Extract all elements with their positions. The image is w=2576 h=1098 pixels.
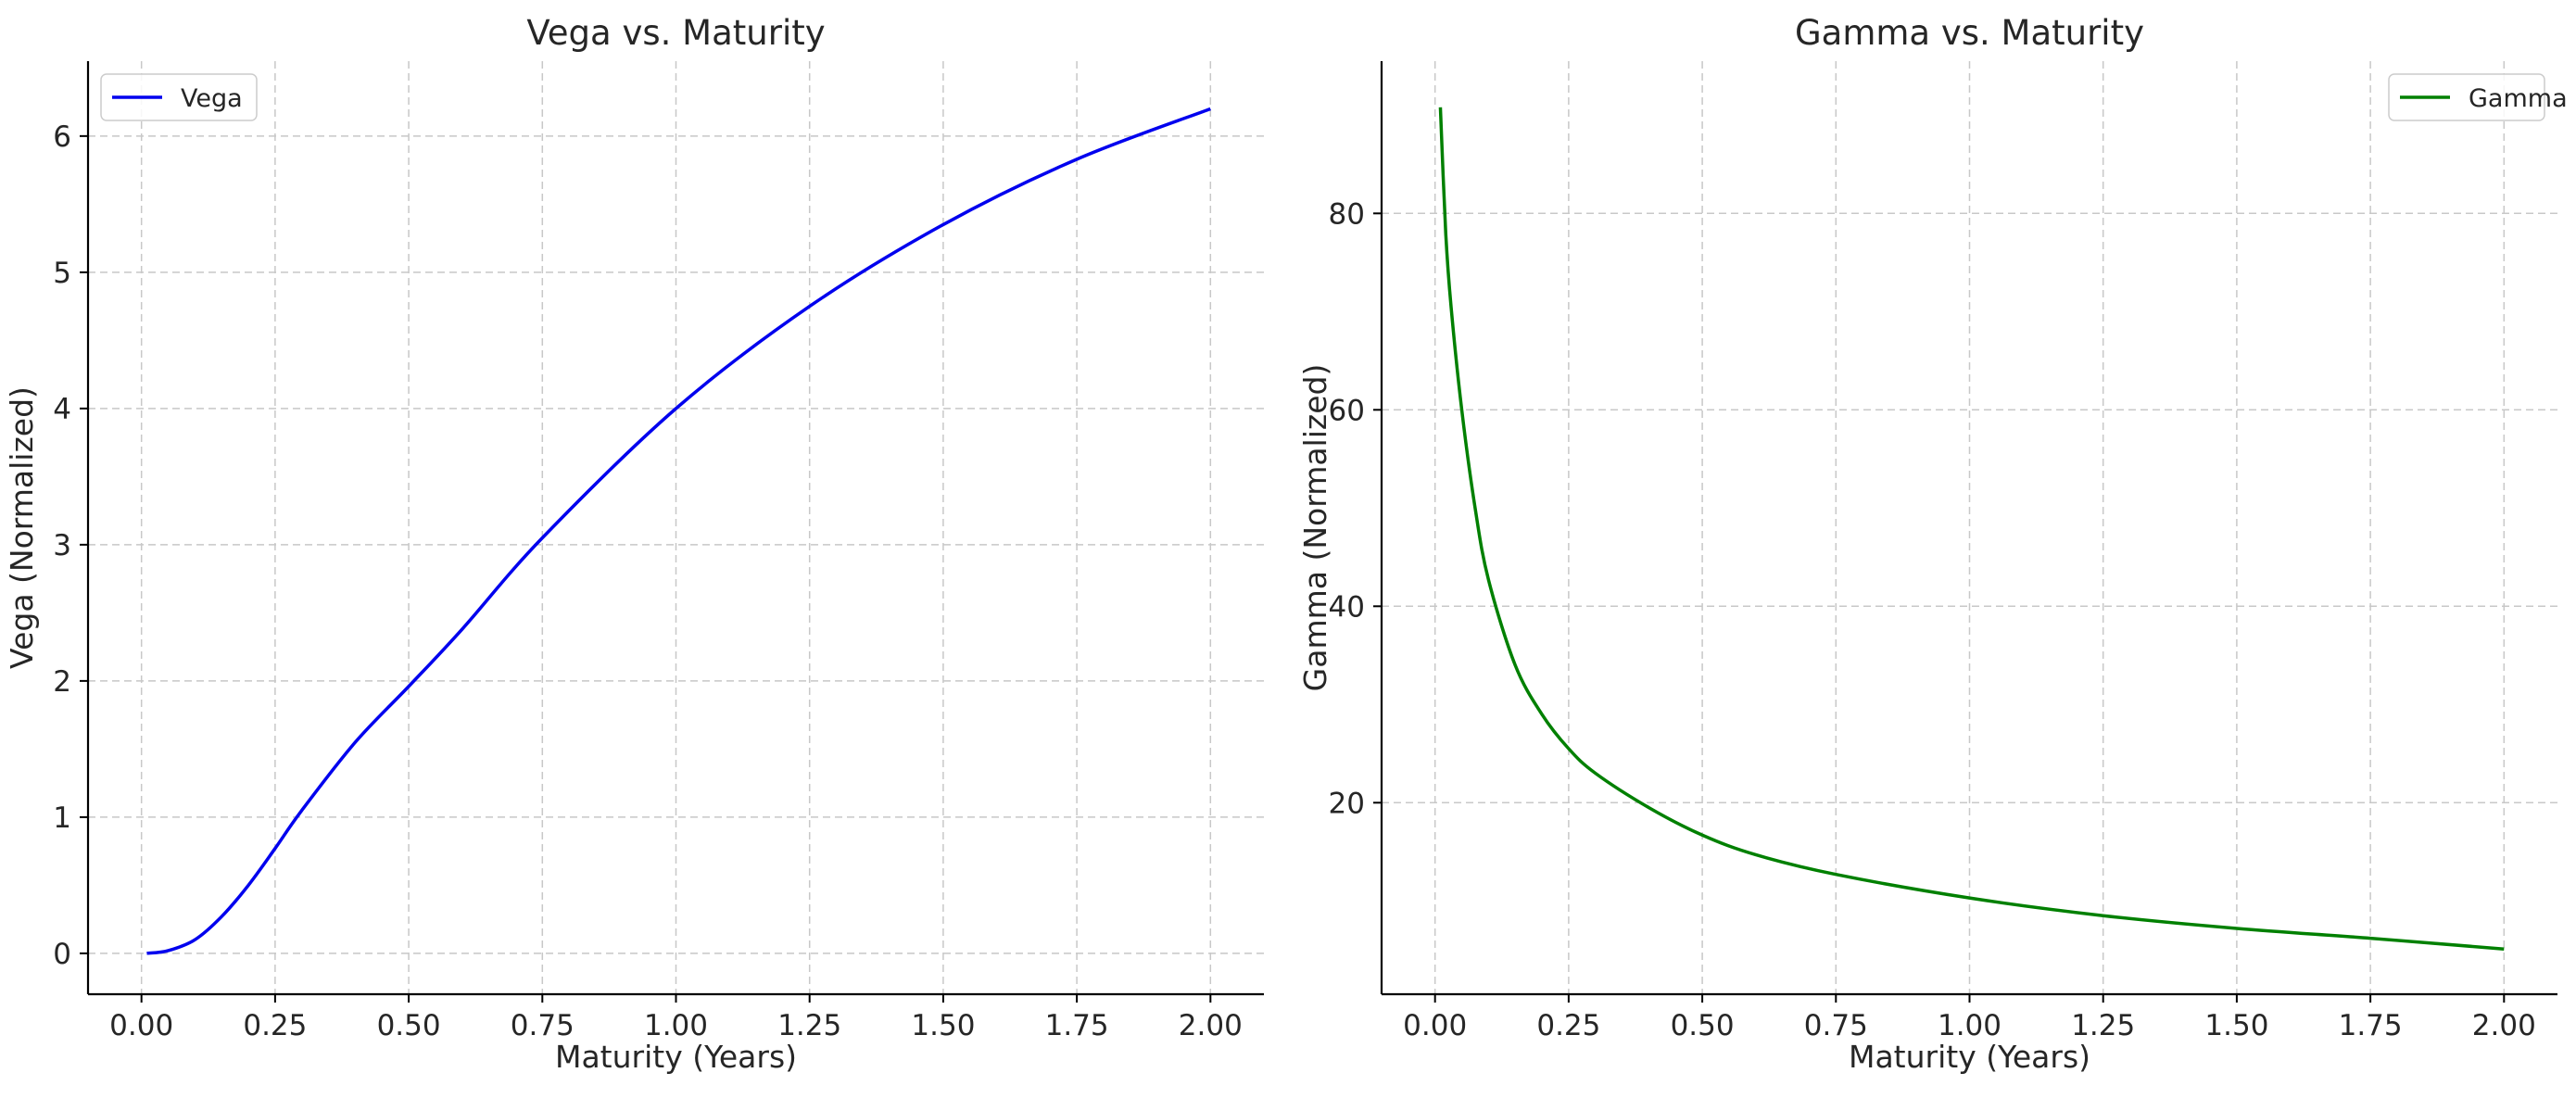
vega-series-line: [146, 107, 1211, 955]
vega-x-tick-label: 0.25: [243, 1009, 307, 1042]
vega-y-tick-label: 5: [53, 257, 71, 290]
vega-x-tick-label: 1.75: [1045, 1009, 1109, 1042]
vega-x-tick-label: 0.50: [377, 1009, 441, 1042]
vega-y-tick-label: 2: [53, 665, 71, 699]
vega-y-tick-label: 1: [53, 801, 71, 835]
vega-chart-title: Vega vs. Maturity: [526, 13, 825, 53]
gamma-x-tick-label: 0.00: [1403, 1009, 1467, 1042]
gamma-x-axis-label: Maturity (Years): [1849, 1039, 2090, 1075]
gamma-legend-label: Gamma: [2469, 84, 2568, 113]
gamma-series-line: [1438, 107, 2505, 951]
vega-legend-label: Vega: [181, 84, 243, 113]
gamma-x-tick-label: 0.75: [1804, 1009, 1868, 1042]
gamma-x-tick-label: 0.50: [1671, 1009, 1735, 1042]
vega-y-axis-label: Vega (Normalized): [4, 386, 40, 669]
vega-x-tick-label: 0.00: [109, 1009, 173, 1042]
vega-y-tick-label: 6: [53, 120, 71, 154]
gamma-y-tick-label: 60: [1329, 394, 1365, 427]
vega-legend-box: [100, 73, 258, 121]
vega-chart: 0.00 0.25 0.50 0.75 1.00 1.25 1.50 1.75 2.00 0 1 2 3…: [4, 13, 1264, 1075]
gamma-chart: 0.00 0.25 0.50 0.75 1.00 1.25 1.50 1.75 2.00 20 40…: [1297, 13, 2568, 1075]
vega-y-tick-label: 3: [53, 529, 71, 562]
vega-y-tick-label: 4: [53, 393, 71, 426]
gamma-x-tick-label: 1.75: [2339, 1009, 2403, 1042]
vega-x-tick-label: 1.50: [911, 1009, 975, 1042]
gamma-x-tick-label: 2.00: [2472, 1009, 2536, 1042]
gamma-y-tick-label: 80: [1329, 197, 1365, 231]
gamma-chart-title: Gamma vs. Maturity: [1795, 13, 2144, 53]
gamma-x-tick-label: 1.25: [2071, 1009, 2135, 1042]
gamma-x-tick-label: 1.50: [2204, 1009, 2268, 1042]
gamma-legend-box: [2388, 73, 2545, 121]
vega-x-tick-label: 1.25: [777, 1009, 841, 1042]
vega-x-tick-label: 0.75: [511, 1009, 575, 1042]
gamma-y-tick-label: 40: [1329, 590, 1365, 624]
gamma-x-tick-label: 1.00: [1938, 1009, 2001, 1042]
vega-x-tick-label: 2.00: [1179, 1009, 1243, 1042]
gamma-x-tick-label: 0.25: [1536, 1009, 1600, 1042]
gamma-y-axis-label: Gamma (Normalized): [1297, 364, 1333, 692]
vega-x-axis-label: Maturity (Years): [555, 1039, 797, 1075]
vega-y-tick-label: 0: [53, 938, 71, 971]
vega-x-tick-label: 1.00: [644, 1009, 708, 1042]
gamma-y-tick-label: 20: [1329, 787, 1365, 820]
gamma-legend: Gamma: [2388, 73, 2568, 121]
vega-legend: Vega: [100, 73, 258, 121]
